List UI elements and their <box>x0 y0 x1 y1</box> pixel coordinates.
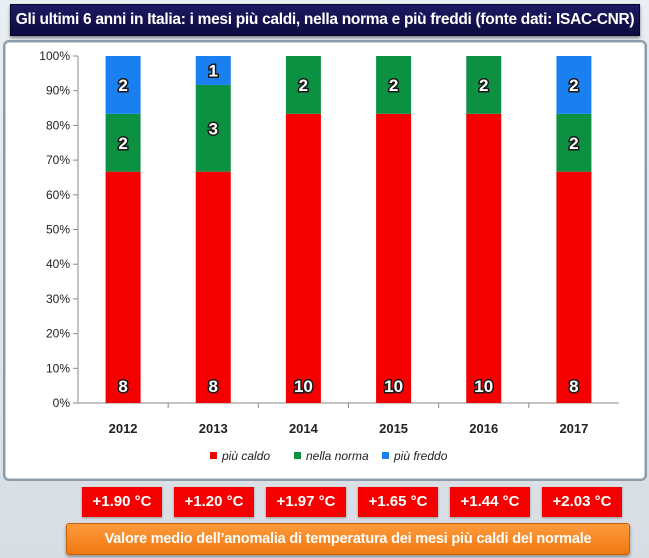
data-label: 2 <box>569 76 578 95</box>
anomaly-value: +1.97 °C <box>266 487 346 517</box>
y-tick-label: 100% <box>39 49 70 63</box>
legend-swatch <box>382 452 389 459</box>
data-label: 8 <box>209 377 218 396</box>
data-label: 8 <box>569 377 578 396</box>
anomaly-value: +2.03 °C <box>542 487 622 517</box>
x-category-label: 2015 <box>379 421 408 436</box>
bar-layer <box>105 56 592 403</box>
data-label: 2 <box>479 76 488 95</box>
legend-label: più caldo <box>221 449 270 463</box>
bar-segment <box>195 171 231 403</box>
x-category-label: 2017 <box>559 421 588 436</box>
y-tick-label: 80% <box>46 118 70 132</box>
bar-segment <box>105 113 141 172</box>
data-label: 1 <box>209 61 218 80</box>
bar-segment <box>466 113 502 403</box>
data-label: 2 <box>389 76 398 95</box>
data-label: 10 <box>294 377 313 396</box>
chart-panel: 0% 10% 20% 30% 40% 50% 60% 70% 80% 90% 100% 2012 201… <box>3 40 647 481</box>
x-category-label: 2012 <box>109 421 138 436</box>
data-label: 2 <box>118 76 127 95</box>
legend-label: nella norma <box>306 449 369 463</box>
x-category-label: 2013 <box>199 421 228 436</box>
legend-label: più freddo <box>393 449 448 463</box>
bar-segment <box>376 56 412 114</box>
y-tick-label: 30% <box>46 292 70 306</box>
data-label: 8 <box>118 377 127 396</box>
anomaly-value: +1.90 °C <box>82 487 162 517</box>
bar-segment <box>285 56 321 114</box>
data-label: 3 <box>209 119 218 138</box>
legend-swatch <box>294 452 301 459</box>
bar-segment <box>556 113 592 172</box>
anomaly-value: +1.44 °C <box>450 487 530 517</box>
label-layer: 8 2 2 8 3 1 10 2 10 2 10 2 8 2 2 <box>117 60 580 398</box>
anomaly-row: +1.90 °C +1.20 °C +1.97 °C +1.65 °C +1.4… <box>82 487 622 517</box>
bar-segment <box>285 113 321 403</box>
x-category-label: 2016 <box>469 421 498 436</box>
data-label: 10 <box>474 377 493 396</box>
y-tick-label: 0% <box>53 396 71 410</box>
footer-caption: Valore medio dell’anomalia di temperatur… <box>66 523 630 555</box>
legend: più caldo nella norma più freddo <box>210 449 448 463</box>
y-tick-label: 50% <box>46 223 70 237</box>
bar-segment <box>556 171 592 403</box>
bar-segment <box>105 56 141 114</box>
bar-segment <box>376 113 412 403</box>
y-tick-label: 90% <box>46 84 70 98</box>
x-category-label: 2014 <box>289 421 319 436</box>
y-tick-label: 20% <box>46 327 70 341</box>
bar-segment <box>466 56 502 114</box>
bar-segment <box>105 171 141 403</box>
data-label: 2 <box>299 76 308 95</box>
y-tick-label: 60% <box>46 188 70 202</box>
data-label: 10 <box>384 377 403 396</box>
data-label: 2 <box>569 134 578 153</box>
stacked-bar-chart: 0% 10% 20% 30% 40% 50% 60% 70% 80% 90% 100% 2012 201… <box>39 49 619 463</box>
data-label: 2 <box>118 134 127 153</box>
legend-swatch <box>210 452 217 459</box>
y-tick-label: 10% <box>46 361 70 375</box>
anomaly-value: +1.65 °C <box>358 487 438 517</box>
bar-segment <box>556 56 592 114</box>
y-tick-label: 40% <box>46 257 70 271</box>
bar-segment <box>195 56 231 85</box>
y-tick-label: 70% <box>46 153 70 167</box>
axis-layer: 0% 10% 20% 30% 40% 50% 60% 70% 80% 90% 100% 2012 201… <box>39 49 619 436</box>
chart-title: Gli ultimi 6 anni in Italia: i mesi più … <box>10 4 640 36</box>
anomaly-value: +1.20 °C <box>174 487 254 517</box>
bar-segment <box>195 84 231 172</box>
